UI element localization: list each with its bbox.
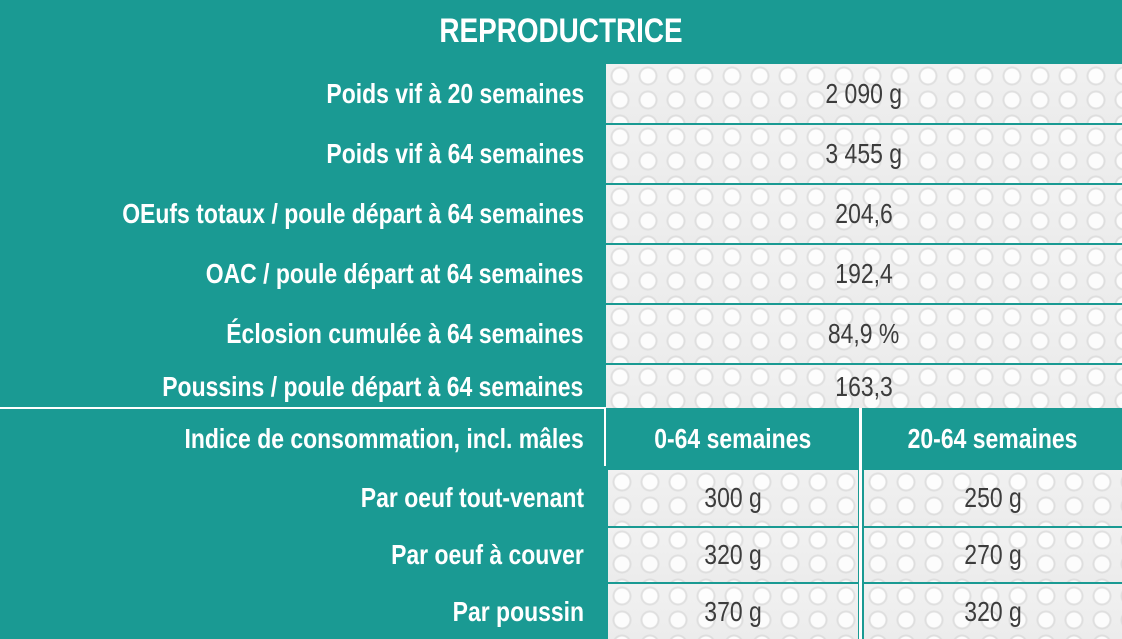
row-value: 84,9 %	[828, 318, 900, 349]
table-row: Par poussin 370 g 320 g	[0, 584, 1122, 639]
row-value-col2: 250 g	[964, 482, 1022, 513]
row-value-col2: 320 g	[964, 595, 1022, 627]
table-row: Par oeuf à couver 320 g 270 g	[0, 528, 1122, 582]
table-row: Éclosion cumulée à 64 semaines 84,9 %	[0, 305, 1122, 363]
row-value: 163,3	[835, 370, 893, 402]
row-value: 192,4	[835, 258, 893, 289]
row-label: Poids vif à 20 semaines	[325, 77, 584, 109]
table-row: OEufs totaux / poule départ à 64 semaine…	[0, 185, 1122, 243]
row-label: Par poussin	[452, 595, 584, 627]
row-value: 204,6	[835, 198, 893, 229]
row-value: 2 090 g	[825, 77, 903, 109]
consumption-header-row: Indice de consommation, incl. mâles 0-64…	[0, 410, 1122, 468]
row-label: OEufs totaux / poule départ à 64 semaine…	[121, 198, 584, 229]
table-row: OAC / poule départ at 64 semaines 192,4	[0, 245, 1122, 303]
row-label: Poussins / poule départ à 64 semaines	[162, 370, 584, 402]
row-label: Éclosion cumulée à 64 semaines	[226, 318, 584, 349]
table-title: REPRODUCTRICE	[439, 11, 683, 50]
column-header-0-64: 0-64 semaines	[654, 423, 812, 454]
row-value: 3 455 g	[825, 138, 903, 169]
row-label: Par oeuf tout-venant	[360, 482, 584, 513]
column-divider	[859, 408, 862, 639]
row-value-col1: 370 g	[704, 595, 762, 627]
row-label: Par oeuf à couver	[391, 539, 584, 570]
column-divider	[604, 408, 606, 466]
row-value-col2: 270 g	[964, 539, 1022, 570]
row-divider	[0, 407, 606, 409]
row-value-col1: 300 g	[704, 482, 762, 513]
table-row: Poids vif à 20 semaines 2 090 g	[0, 64, 1122, 123]
row-label: OAC / poule départ at 64 semaines	[206, 258, 584, 289]
row-value-col1: 320 g	[704, 539, 762, 570]
consumption-label: Indice de consommation, incl. mâles	[184, 423, 584, 454]
table-row: Poids vif à 64 semaines 3 455 g	[0, 125, 1122, 183]
row-label: Poids vif à 64 semaines	[325, 138, 584, 169]
table-row: Par oeuf tout-venant 300 g 250 g	[0, 470, 1122, 526]
table-row: Poussins / poule départ à 64 semaines 16…	[0, 365, 1122, 408]
column-header-20-64: 20-64 semaines	[908, 423, 1078, 454]
